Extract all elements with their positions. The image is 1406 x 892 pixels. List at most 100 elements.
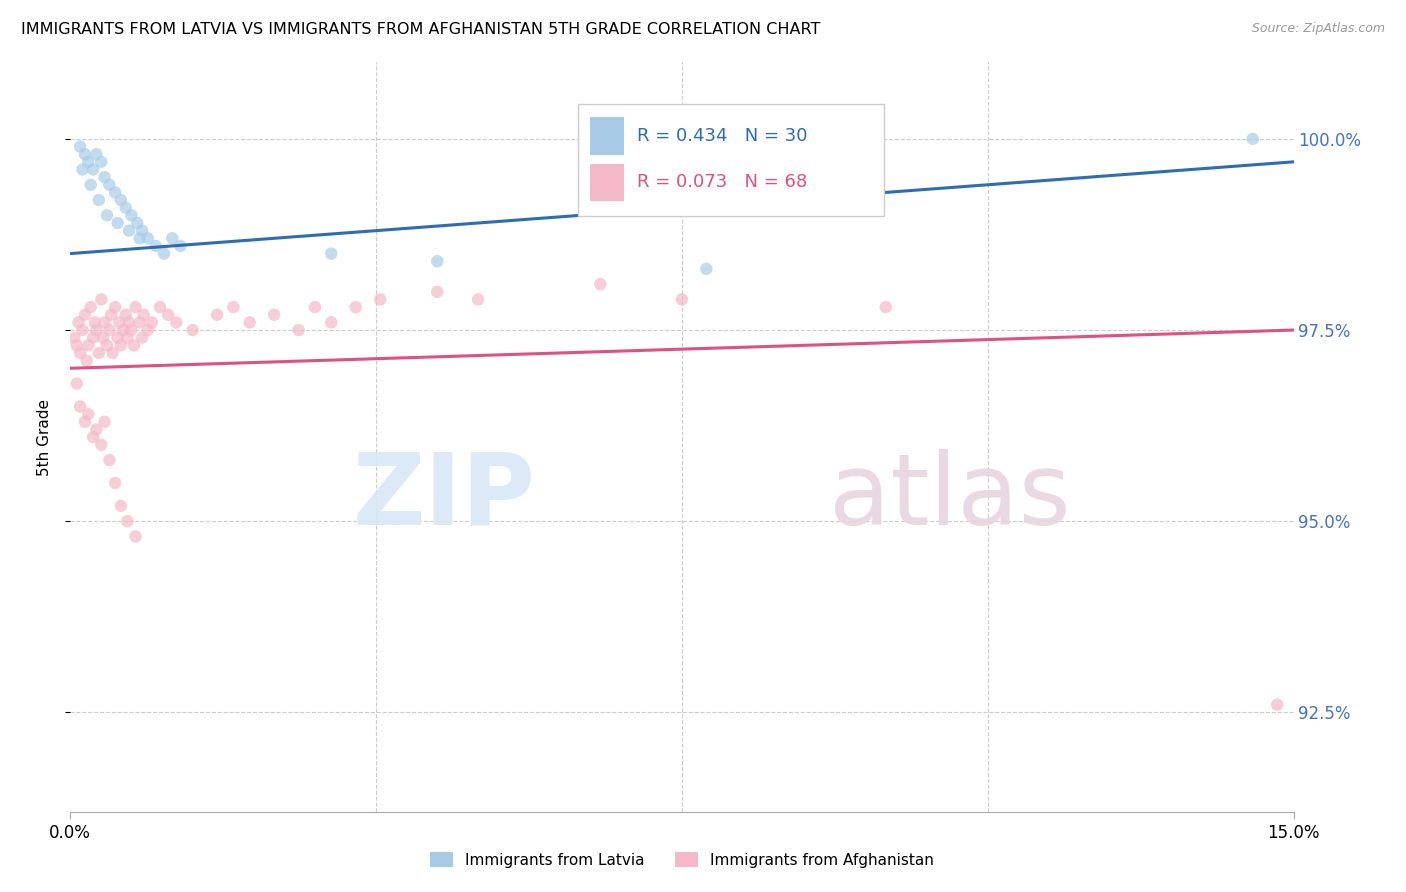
Point (114, 308, 136, 322)
Point (82, 430, 104, 444)
FancyBboxPatch shape (591, 163, 624, 201)
Point (149, 300, 172, 314)
Point (127, 216, 149, 230)
Point (121, 208, 143, 222)
Point (73, 308, 96, 322)
Point (90, 154, 112, 169)
Point (368, 293, 391, 307)
Point (98, 453, 121, 467)
Text: Source: ZipAtlas.com: Source: ZipAtlas.com (1251, 22, 1385, 36)
Point (110, 499, 132, 513)
Point (79, 178, 103, 192)
Point (287, 323, 309, 337)
Point (86, 422, 108, 436)
Point (589, 277, 612, 292)
Point (467, 293, 489, 307)
Point (72, 323, 94, 337)
Point (93, 415, 115, 429)
Point (1241, 132, 1264, 146)
Point (128, 231, 150, 245)
Point (107, 331, 129, 345)
Point (321, 246, 343, 260)
Point (93, 170, 115, 185)
Point (162, 231, 183, 245)
Point (98, 323, 121, 337)
Point (82, 331, 104, 345)
Point (671, 293, 693, 307)
Point (181, 323, 204, 337)
Point (169, 239, 191, 253)
Y-axis label: 5th Grade: 5th Grade (37, 399, 52, 475)
Point (344, 300, 367, 314)
Point (86, 323, 108, 337)
Point (141, 315, 163, 329)
Point (79, 300, 103, 314)
Point (90, 293, 112, 307)
Point (73, 147, 96, 161)
Point (112, 323, 135, 337)
Text: atlas: atlas (828, 449, 1070, 546)
Point (67, 315, 90, 329)
Point (101, 346, 124, 360)
Point (107, 216, 129, 230)
Text: R = 0.434   N = 30: R = 0.434 N = 30 (637, 127, 807, 145)
Point (263, 308, 285, 322)
Point (69, 346, 91, 360)
Point (82, 162, 104, 177)
Point (117, 331, 139, 345)
Point (1265, 698, 1288, 712)
Point (96, 208, 118, 222)
Point (222, 300, 245, 314)
Point (86, 147, 108, 161)
Point (77, 338, 100, 352)
Point (205, 308, 228, 322)
Point (87, 193, 110, 207)
Point (153, 246, 176, 260)
Point (76, 353, 98, 368)
Point (108, 315, 131, 329)
Point (90, 438, 112, 452)
Point (114, 201, 136, 215)
Point (69, 139, 91, 153)
Text: ZIP: ZIP (353, 449, 536, 546)
Legend: Immigrants from Latvia, Immigrants from Afghanistan: Immigrants from Latvia, Immigrants from … (430, 852, 934, 868)
Point (136, 323, 159, 337)
Point (304, 300, 326, 314)
Point (131, 331, 153, 345)
Point (104, 300, 127, 314)
Point (118, 224, 141, 238)
Point (104, 186, 127, 200)
Point (100, 308, 122, 322)
Point (63, 331, 86, 345)
Point (91, 331, 114, 345)
Point (132, 308, 155, 322)
Point (66, 376, 89, 391)
Text: R = 0.073   N = 68: R = 0.073 N = 68 (637, 173, 807, 191)
Point (121, 323, 143, 337)
Point (124, 529, 146, 543)
Point (695, 261, 717, 276)
Point (69, 400, 91, 414)
Point (83, 315, 105, 329)
Point (426, 254, 449, 268)
Point (96, 338, 118, 352)
Point (128, 315, 150, 329)
Point (426, 285, 449, 299)
Point (118, 315, 141, 329)
Point (122, 338, 145, 352)
Point (77, 407, 100, 421)
Point (66, 338, 89, 352)
Point (131, 224, 153, 238)
Point (136, 231, 159, 245)
Point (73, 415, 96, 429)
Point (77, 154, 100, 169)
Point (104, 475, 127, 490)
FancyBboxPatch shape (591, 117, 624, 154)
Point (117, 514, 139, 528)
Point (110, 338, 132, 352)
Point (165, 315, 187, 329)
Point (321, 315, 343, 329)
Point (239, 315, 262, 329)
Point (110, 193, 132, 207)
Point (157, 308, 180, 322)
